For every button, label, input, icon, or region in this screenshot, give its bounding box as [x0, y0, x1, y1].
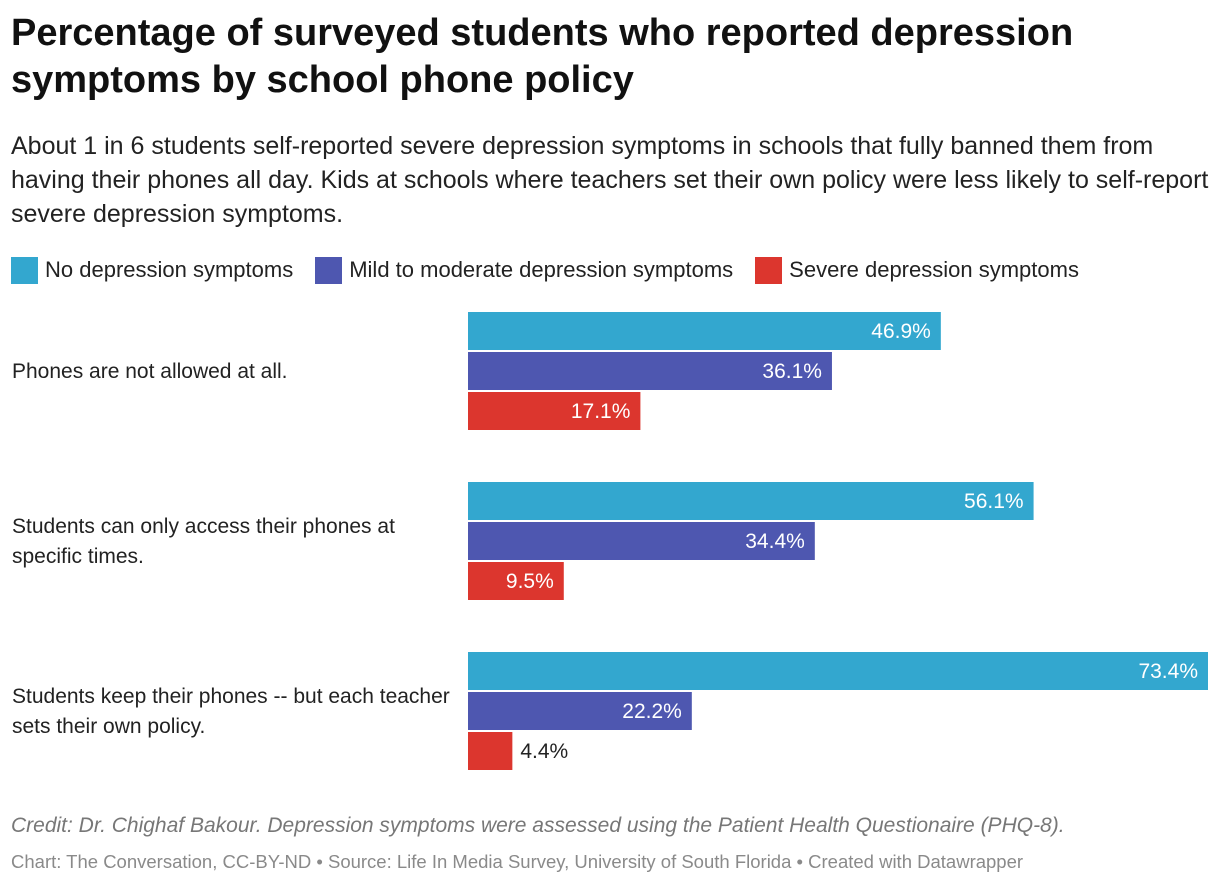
bar-mild-2 [468, 522, 815, 560]
bar-chart: Phones are not allowed at all. 46.9% 36.1%… [12, 312, 1208, 770]
bar-none-1 [468, 312, 941, 350]
value-label-mild-2: 34.4% [745, 530, 805, 553]
legend-swatch-severe [755, 256, 783, 284]
value-label-none-2: 56.1% [964, 490, 1024, 513]
bar-mild-3 [468, 692, 692, 730]
legend-item-mild: Mild to moderate depression symptoms [315, 256, 734, 284]
chart-title: Percentage of surveyed students who repo… [11, 12, 1074, 101]
legend: No depression symptoms Mild to moderate … [11, 256, 1079, 284]
value-label-mild-1: 36.1% [762, 360, 822, 383]
chart-subtitle: About 1 in 6 students self-reported seve… [11, 132, 1209, 228]
value-label-severe-2: 9.5% [506, 570, 554, 593]
category-label-2: Students can only access their phones at… [12, 515, 395, 568]
bar-severe-3 [468, 732, 513, 770]
value-label-none-3: 73.4% [1138, 660, 1198, 683]
bar-none-2 [468, 482, 1034, 520]
value-label-none-1: 46.9% [871, 320, 931, 343]
category-label-3: Students keep their phones -- but each t… [12, 685, 450, 738]
bar-severe-1 [468, 392, 641, 430]
legend-label-mild: Mild to moderate depression symptoms [349, 257, 734, 282]
legend-label-severe: Severe depression symptoms [789, 257, 1079, 282]
value-label-severe-1: 17.1% [571, 400, 631, 423]
legend-item-none: No depression symptoms [11, 256, 294, 284]
bar-mild-1 [468, 352, 832, 390]
footer-source: Chart: The Conversation, CC-BY-ND • Sour… [11, 851, 1024, 872]
bar-severe-2 [468, 562, 564, 600]
legend-swatch-none [11, 256, 38, 284]
bar-none-3 [468, 652, 1208, 690]
legend-swatch-mild [315, 256, 343, 284]
value-label-severe-3: 4.4% [520, 740, 568, 763]
category-label-1: Phones are not allowed at all. [12, 360, 288, 383]
legend-item-severe: Severe depression symptoms [755, 256, 1079, 284]
legend-label-none: No depression symptoms [45, 257, 294, 282]
value-label-mild-3: 22.2% [622, 700, 682, 723]
footer-credit: Credit: Dr. Chighaf Bakour. Depression s… [11, 814, 1065, 837]
